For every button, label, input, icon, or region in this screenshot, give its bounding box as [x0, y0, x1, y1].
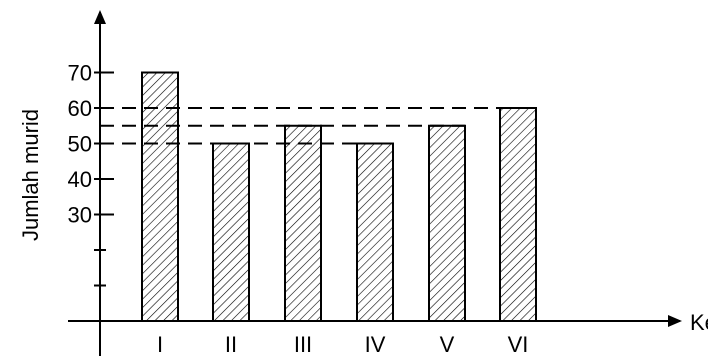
- x-tick-label-II: II: [225, 332, 237, 356]
- cropped-header-text: [0, 0, 708, 9]
- y-ticks: 30 40 50 60 70: [68, 61, 114, 287]
- bar-IV: [356, 142, 394, 322]
- x-tick-labels: I II III IV V VI: [157, 332, 528, 356]
- bar-V: [428, 124, 466, 322]
- bar-I: [141, 71, 179, 322]
- axes: [68, 10, 682, 356]
- y-tick-label-50: 50: [68, 132, 92, 157]
- x-tick-label-IV: IV: [365, 332, 386, 356]
- bar-VI: [499, 107, 537, 322]
- y-tick-label-40: 40: [68, 167, 92, 192]
- y-tick-label-30: 30: [68, 203, 92, 228]
- x-tick-label-VI: VI: [508, 332, 529, 356]
- y-tick-label-60: 60: [68, 96, 92, 121]
- y-axis-title: Jumlah murid: [18, 109, 43, 241]
- x-tick-label-III: III: [294, 332, 312, 356]
- x-axis-title: Kelas: [690, 310, 708, 335]
- bars: [141, 71, 537, 322]
- y-tick-label-70: 70: [68, 61, 92, 86]
- x-tick-label-V: V: [440, 332, 455, 356]
- bar-III: [284, 124, 322, 322]
- x-tick-label-I: I: [157, 332, 163, 356]
- bar-II: [212, 142, 250, 322]
